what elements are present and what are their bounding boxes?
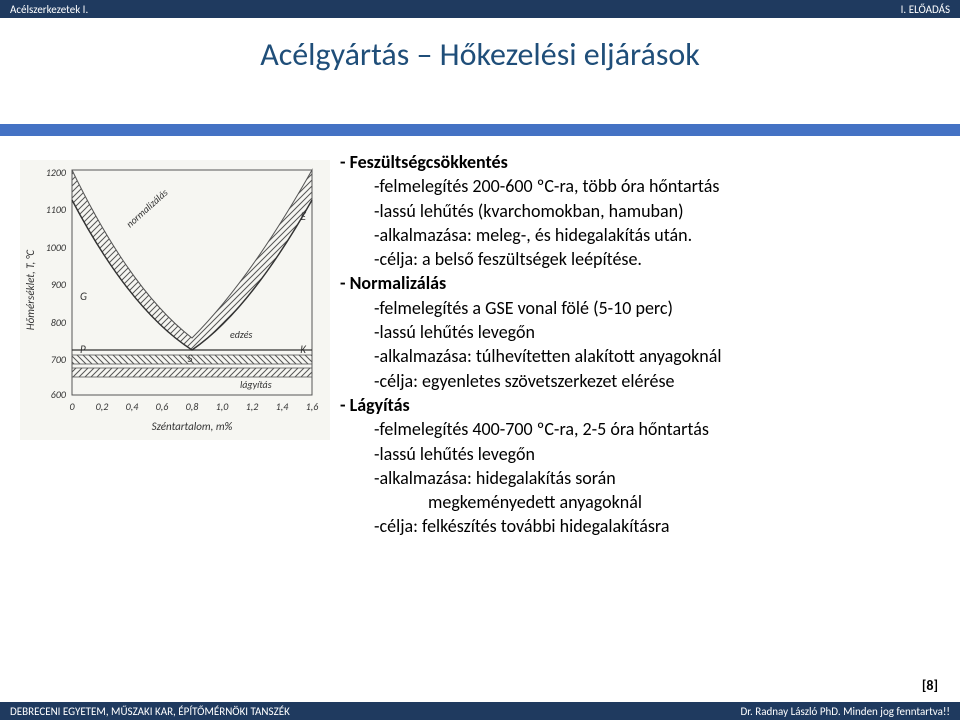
ytick-600: 600	[51, 388, 67, 401]
sec2-heading: - Normalizálás	[340, 271, 940, 295]
ytick-900: 900	[51, 278, 67, 291]
sec3-l3: -alkalmazása: hidegalakítás során	[340, 466, 940, 490]
label-S: S	[188, 352, 193, 365]
label-E: E	[301, 210, 307, 223]
sec1-l1: -felmelegítés 200-600 ºC-ra, több óra hő…	[340, 174, 940, 198]
xtick-12: 1,2	[246, 400, 259, 413]
label-G: G	[80, 290, 87, 303]
footer-right: Dr. Radnay László PhD. Minden jog fennta…	[741, 705, 951, 718]
footer-left: DEBRECENI EGYETEM, MŰSZAKI KAR, ÉPÍTŐMÉR…	[10, 705, 290, 718]
header-left: Acélszerkezetek I.	[10, 3, 88, 16]
header-bar: Acélszerkezetek I. I. ELŐADÁS	[0, 0, 960, 18]
title-area: Acélgyártás – Hőkezelési eljárások	[0, 35, 960, 74]
ytick-1100: 1100	[46, 203, 67, 216]
xtick-02: 0,2	[96, 400, 109, 413]
sec3-l1: -felmelegítés 400-700 ºC-ra, 2-5 óra hőn…	[340, 417, 940, 441]
footer-bar: DEBRECENI EGYETEM, MŰSZAKI KAR, ÉPÍTŐMÉR…	[0, 702, 960, 720]
xtick-16: 1,6	[306, 400, 319, 413]
sec1-l4: -célja: a belső feszültségek leépítése.	[340, 247, 940, 271]
header-right: I. ELŐADÁS	[901, 3, 950, 16]
ytick-1000: 1000	[46, 241, 67, 254]
xtick-04: 0,4	[126, 400, 140, 413]
xtick-06: 0,6	[156, 400, 169, 413]
sec3-l3b: megkeményedett anyagoknál	[340, 490, 940, 514]
sec1-l3: -alkalmazása: meleg-, és hidegalakítás u…	[340, 223, 940, 247]
label-lagyitas: lágyítás	[240, 378, 272, 391]
sec2-l2: -lassú lehűtés levegőn	[340, 320, 940, 344]
sec2-l1: -felmelegítés a GSE vonal fölé (5-10 per…	[340, 296, 940, 320]
soft-band-2	[72, 368, 312, 377]
xlabel: Széntartalom, m%	[152, 420, 233, 433]
divider-bar	[0, 124, 960, 136]
chart-svg: 1200 1100 1000 900 800 700 600 0 0,2 0,4…	[20, 160, 330, 440]
xtick-10: 1,0	[216, 400, 230, 413]
phase-diagram-chart: 1200 1100 1000 900 800 700 600 0 0,2 0,4…	[20, 160, 330, 440]
page-number: [8]	[922, 677, 938, 694]
sec1-l2: -lassú lehűtés (kvarchomokban, hamuban)	[340, 199, 940, 223]
label-P: P	[80, 343, 86, 356]
ylabel: Hőmérséklet, T, °C	[24, 250, 37, 331]
sec2-l3: -alkalmazása: túlhevítetten alakított an…	[340, 344, 940, 368]
sec3-heading: - Lágyítás	[340, 393, 940, 417]
ytick-1200: 1200	[46, 166, 67, 179]
label-edzes: edzés	[230, 328, 253, 341]
sec3-l4: -célja: felkészítés további hidegalakítá…	[340, 514, 940, 538]
sec2-l4: -célja: egyenletes szövetszerkezet eléré…	[340, 369, 940, 393]
sec3-l2: -lassú lehűtés levegőn	[340, 442, 940, 466]
ytick-700: 700	[51, 353, 67, 366]
sec1-heading: - Feszültségcsökkentés	[340, 150, 940, 174]
page-title: Acélgyártás – Hőkezelési eljárások	[0, 35, 960, 74]
content-area: - Feszültségcsökkentés -felmelegítés 200…	[340, 150, 940, 539]
xtick-14: 1,4	[276, 400, 290, 413]
xtick-08: 0,8	[186, 400, 199, 413]
ytick-800: 800	[51, 316, 67, 329]
